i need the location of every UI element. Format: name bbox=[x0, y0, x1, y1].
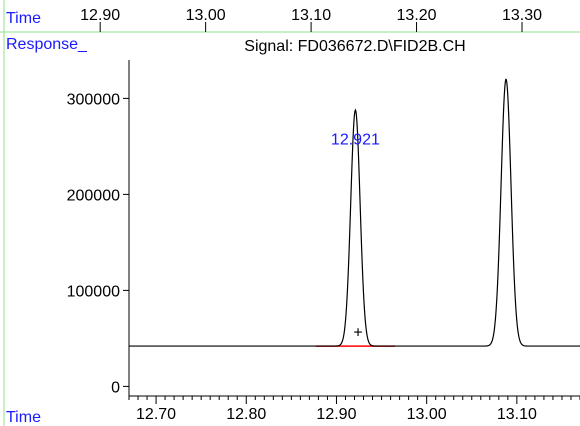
top-tick-label: 13.10 bbox=[291, 7, 331, 24]
top-tick-label: 13.00 bbox=[186, 7, 226, 24]
x-axis-label: Time bbox=[6, 409, 41, 426]
y-tick-label: 100000 bbox=[67, 283, 120, 300]
y-tick-label: 300000 bbox=[67, 91, 120, 108]
signal-trace bbox=[129, 78, 580, 347]
top-tick-label: 12.90 bbox=[80, 7, 120, 24]
x-tick-label: 12.90 bbox=[316, 406, 356, 423]
peak-annotations: 12.921 + bbox=[331, 131, 380, 341]
top-tick-label: 13.30 bbox=[502, 7, 542, 24]
top-axis-ticks: 12.90 13.00 13.10 13.20 13.30 bbox=[80, 7, 542, 32]
peak-marker: + bbox=[353, 324, 362, 341]
peak-rt-label: 12.921 bbox=[331, 131, 380, 148]
y-tick-label: 200000 bbox=[67, 187, 120, 204]
y-axis-label: Response_ bbox=[6, 36, 88, 53]
top-tick-label: 13.20 bbox=[397, 7, 437, 24]
x-tick-label: 12.70 bbox=[136, 406, 176, 423]
x-axis-ticks: 12.70 12.80 12.90 13.00 13.10 bbox=[128, 396, 580, 423]
y-axis-ticks: 0 100000 200000 300000 bbox=[67, 91, 129, 396]
y-tick-label: 0 bbox=[111, 379, 120, 396]
x-tick-label: 13.00 bbox=[407, 406, 447, 423]
chart-title: Signal: FD036672.D\FID2B.CH bbox=[244, 38, 465, 55]
x-tick-label: 13.10 bbox=[497, 406, 537, 423]
x-tick-label: 12.80 bbox=[226, 406, 266, 423]
top-axis-label: Time bbox=[6, 10, 41, 27]
